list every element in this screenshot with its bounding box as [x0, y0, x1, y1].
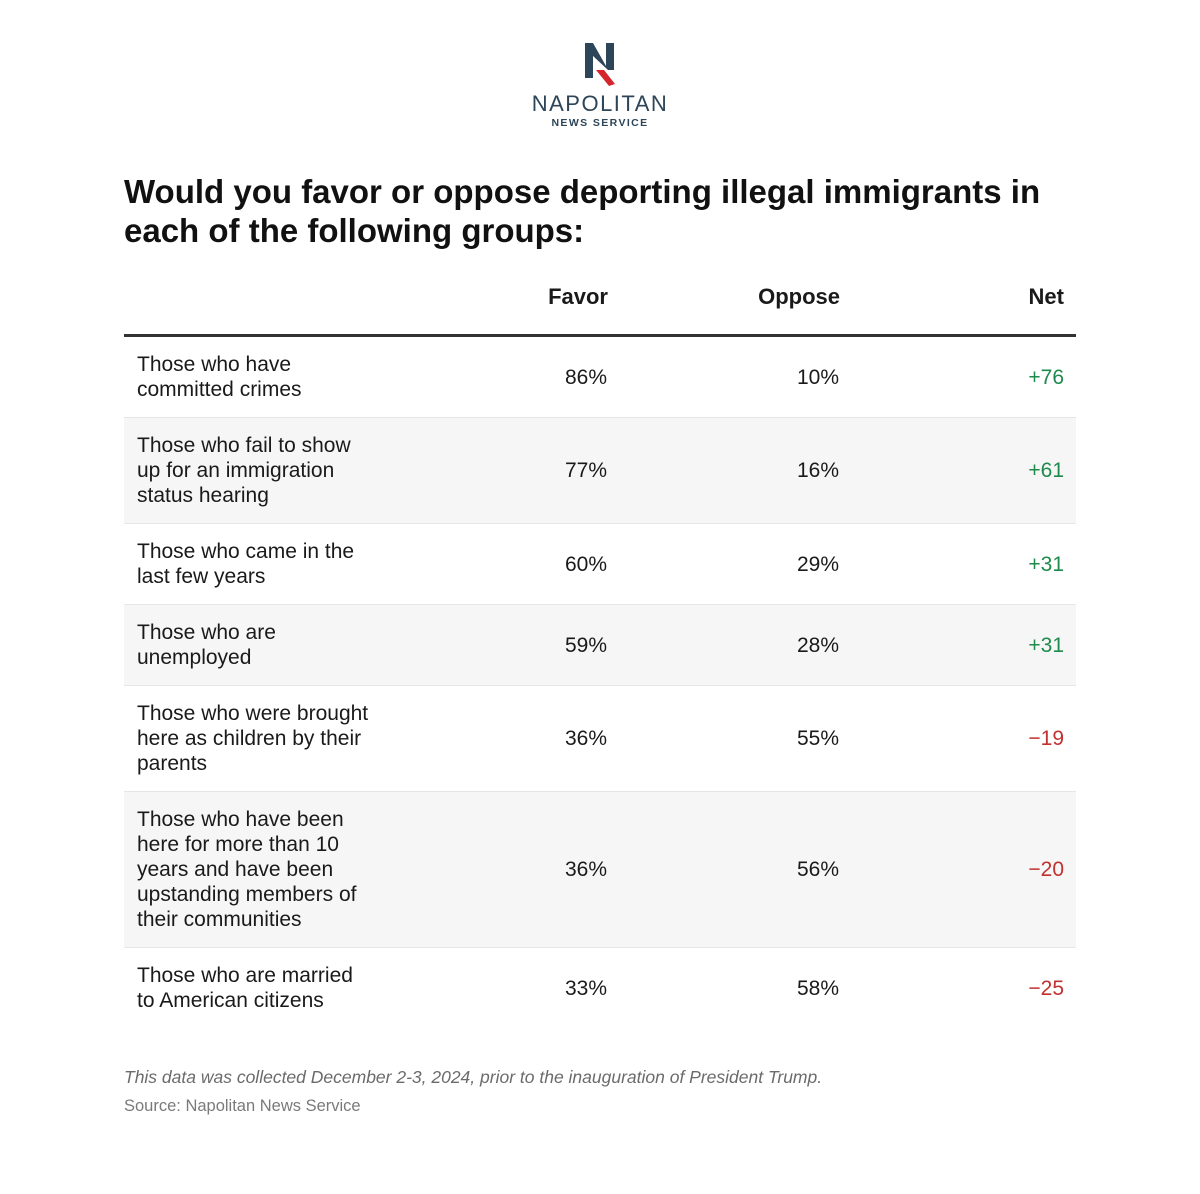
oppose-value: 10%: [608, 335, 840, 418]
column-header-oppose: Oppose: [608, 284, 840, 337]
row-group-label: Those who are married to American citizen…: [137, 964, 353, 1012]
table-row: Those who have been here for more than 10…: [124, 791, 1076, 948]
table-row: Those who were brought here as children b…: [124, 685, 1076, 792]
favor-value: 60%: [454, 523, 608, 605]
footnote: This data was collected December 2-3, 20…: [124, 1067, 823, 1087]
results-table: Favor Oppose Net Those who have committed…: [124, 284, 1076, 1028]
brand-logo: NAPOLITAN NEWS SERVICE: [0, 40, 1200, 130]
table-row: Those who are unemployed 59% 28% +31: [124, 604, 1076, 686]
net-value: +61: [840, 417, 1076, 524]
source-credit: Source: Napolitan News Service: [124, 1097, 361, 1115]
net-value: +76: [840, 335, 1076, 418]
row-group-label: Those who fail to show up for an immigrat…: [124, 417, 454, 524]
column-header-group: [124, 284, 454, 337]
net-value: −19: [840, 685, 1076, 792]
favor-value: 77%: [454, 417, 608, 524]
net-value: −20: [840, 791, 1076, 948]
net-value: −25: [1028, 976, 1064, 1000]
row-group-label: Those who were brought here as children b…: [124, 685, 454, 792]
net-value: +31: [840, 604, 1076, 686]
oppose-value: 58%: [796, 976, 839, 1000]
column-header-net: Net: [840, 284, 1076, 337]
row-group-label: Those who came in the last few years: [124, 523, 454, 605]
brand-name: NAPOLITAN: [531, 91, 669, 116]
favor-value: 36%: [454, 685, 608, 792]
favor-value: 33%: [564, 976, 607, 1000]
table-row: Those who came in the last few years 60% 29…: [124, 523, 1076, 605]
napolitan-n-icon: [585, 43, 615, 86]
column-header-favor: Favor: [454, 284, 608, 337]
oppose-value: 16%: [608, 417, 840, 524]
favor-value: 36%: [454, 791, 608, 948]
table-row: Those who are married to American citizen…: [124, 948, 1076, 1029]
table-row: Those who have committed crimes 86% 10% +76: [124, 335, 1076, 418]
favor-value: 59%: [454, 604, 608, 686]
oppose-value: 29%: [608, 523, 840, 605]
favor-value: 86%: [454, 335, 608, 418]
table-row: Those who fail to show up for an immigrat…: [124, 417, 1076, 524]
chart-title: Would you favor or oppose deporting ille…: [124, 173, 1041, 249]
net-value: +31: [840, 523, 1076, 605]
oppose-value: 28%: [608, 604, 840, 686]
row-group-label: Those who have been here for more than 10…: [124, 791, 454, 948]
header-row: Favor Oppose Net: [124, 284, 1076, 337]
table-body: Those who have committed crimes 86% 10% +76 T…: [124, 335, 1076, 1029]
brand-subtitle: NEWS SERVICE: [551, 117, 649, 129]
oppose-value: 56%: [608, 791, 840, 948]
oppose-value: 55%: [608, 685, 840, 792]
row-group-label: Those who have committed crimes: [124, 335, 454, 418]
row-group-label: Those who are unemployed: [124, 604, 454, 686]
